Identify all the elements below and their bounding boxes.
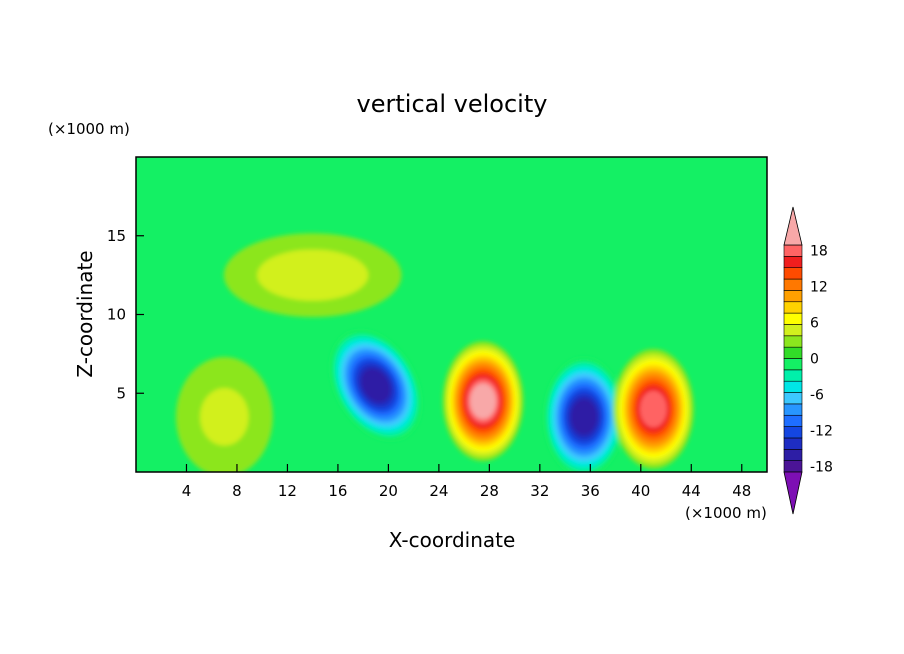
x-tick-label: 4 [182, 482, 192, 500]
colorbar-tick-label: -12 [810, 423, 833, 439]
colorbar-band [783, 335, 803, 348]
colorbar-band [783, 369, 803, 382]
colorbar-band [783, 312, 803, 325]
colorbar-band [783, 346, 803, 359]
colorbar-band [783, 392, 803, 405]
x-tick-label: 28 [480, 482, 499, 500]
contour-band [257, 249, 369, 301]
colorbar-min-arrow [783, 471, 803, 515]
colorbar-band [783, 256, 803, 269]
y-tick-label: 15 [107, 227, 126, 245]
colorbar-band [783, 267, 803, 280]
x-unit-label: (×1000 m) [685, 504, 767, 522]
x-tick-label: 8 [232, 482, 242, 500]
colorbar-band [783, 460, 803, 473]
x-axis-label: X-coordinate [389, 528, 516, 552]
colorbar-band [783, 244, 803, 257]
colorbar-band [783, 301, 803, 314]
y-axis-label: Z-coordinate [73, 250, 97, 377]
x-tick-label: 12 [278, 482, 297, 500]
y-unit-label: (×1000 m) [48, 120, 130, 138]
colorbar-band [783, 437, 803, 450]
colorbar-band [783, 414, 803, 427]
colorbar-band [783, 448, 803, 461]
colorbar-tick-label: 0 [810, 352, 819, 368]
colorbar-band [783, 324, 803, 337]
x-tick-label: 48 [732, 482, 751, 500]
y-axis-ticks: 5 10 15 [107, 227, 144, 402]
colorbar-max-arrow [783, 206, 803, 246]
colorbar-tick-label: -18 [810, 459, 833, 475]
contour-band [360, 368, 391, 403]
colorbar-band [783, 278, 803, 291]
x-axis-ticks: 4 8 12 16 20 24 28 32 36 40 44 48 [182, 464, 751, 500]
colorbar-band [783, 403, 803, 416]
x-tick-label: 24 [429, 482, 448, 500]
x-tick-label: 40 [631, 482, 650, 500]
x-tick-label: 16 [328, 482, 347, 500]
y-tick-label: 5 [116, 384, 126, 402]
contour-band [200, 388, 249, 446]
colorbar-band [783, 290, 803, 303]
contour-band [639, 390, 667, 428]
colorbar-band [783, 426, 803, 439]
colorbar-band [783, 358, 803, 371]
chart-title: vertical velocity [357, 90, 548, 118]
x-tick-label: 36 [581, 482, 600, 500]
colorbar: 18 12 6 0 -6 -12 -18 [783, 206, 833, 515]
contour-band [469, 383, 497, 419]
colorbar-tick-label: 18 [810, 244, 828, 260]
x-tick-label: 32 [530, 482, 549, 500]
colorbar-tick-label: 6 [810, 316, 819, 332]
contour-band [570, 398, 598, 436]
heatmap-field [136, 157, 767, 472]
x-tick-label: 20 [379, 482, 398, 500]
y-tick-label: 10 [107, 306, 126, 324]
colorbar-tick-label: -6 [810, 387, 824, 403]
colorbar-band [783, 380, 803, 393]
colorbar-tick-label: 12 [810, 280, 828, 296]
x-tick-label: 44 [682, 482, 701, 500]
